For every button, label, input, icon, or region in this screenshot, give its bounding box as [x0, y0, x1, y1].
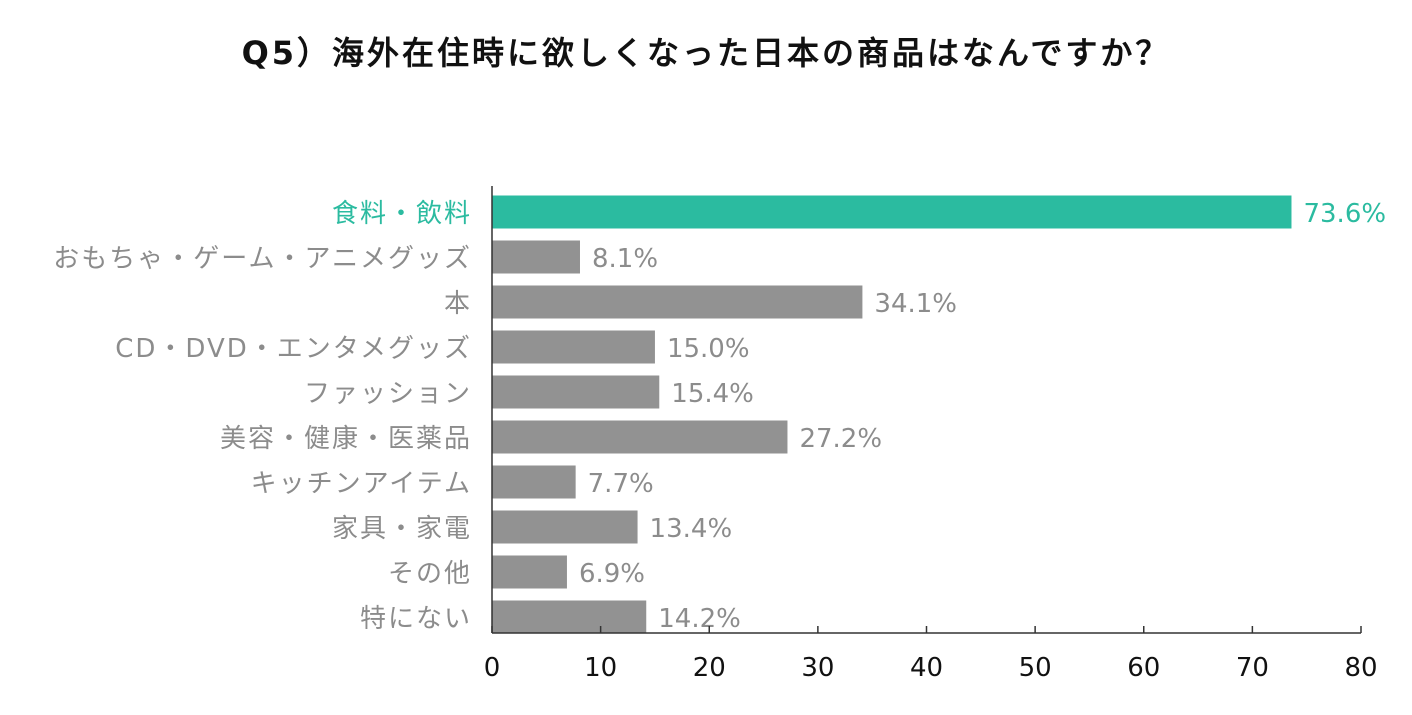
- bar-9: [492, 600, 647, 634]
- bar-4: [492, 375, 660, 409]
- bar-7: [492, 510, 638, 544]
- x-tick-label-1: 10: [584, 653, 617, 683]
- category-label-5: 美容・健康・医薬品: [220, 424, 472, 454]
- category-label-3: CD・DVD・エンタメグッズ: [115, 334, 472, 364]
- bar-3: [492, 330, 655, 364]
- category-label-8: その他: [388, 559, 472, 589]
- bar-2: [492, 285, 863, 319]
- value-label-7: 13.4%: [650, 514, 733, 544]
- bar-8: [492, 555, 567, 589]
- category-label-6: キッチンアイテム: [251, 469, 472, 499]
- value-label-9: 14.2%: [658, 604, 741, 634]
- category-label-2: 本: [444, 289, 472, 319]
- axes-group: 0 10 20 30 40 50 60 70 80: [484, 186, 1378, 683]
- value-label-5: 27.2%: [799, 424, 882, 454]
- x-tick-label-6: 60: [1127, 653, 1160, 683]
- x-tick-label-3: 30: [801, 653, 834, 683]
- value-label-4: 15.4%: [671, 379, 754, 409]
- value-label-0: 73.6%: [1303, 199, 1386, 229]
- value-label-6: 7.7%: [588, 469, 654, 499]
- bars-group: [492, 195, 1292, 634]
- category-label-0: 食料・飲料: [332, 199, 472, 229]
- category-label-7: 家具・家電: [332, 514, 472, 544]
- bar-0: [492, 195, 1292, 229]
- chart-title: Q5）海外在住時に欲しくなった日本の商品はなんですか？: [241, 34, 1171, 72]
- category-label-9: 特にない: [360, 604, 472, 634]
- category-label-4: ファッション: [304, 379, 472, 409]
- value-label-2: 34.1%: [874, 289, 957, 319]
- x-tick-label-4: 40: [910, 653, 943, 683]
- category-label-1: おもちゃ・ゲーム・アニメグッズ: [53, 244, 472, 274]
- value-label-8: 6.9%: [579, 559, 645, 589]
- value-label-3: 15.0%: [667, 334, 750, 364]
- bar-5: [492, 420, 788, 454]
- x-tick-label-5: 50: [1019, 653, 1052, 683]
- bar-1: [492, 240, 580, 274]
- value-labels-group: 73.6% 8.1% 34.1% 15.0% 15.4% 27.2% 7.7% 13.4%6.…: [579, 199, 1386, 634]
- bar-6: [492, 465, 576, 499]
- x-tick-label-2: 20: [693, 653, 726, 683]
- x-tick-label-8: 80: [1344, 653, 1377, 683]
- value-label-1: 8.1%: [592, 244, 658, 274]
- x-tick-label-0: 0: [484, 653, 501, 683]
- x-tick-label-7: 70: [1236, 653, 1269, 683]
